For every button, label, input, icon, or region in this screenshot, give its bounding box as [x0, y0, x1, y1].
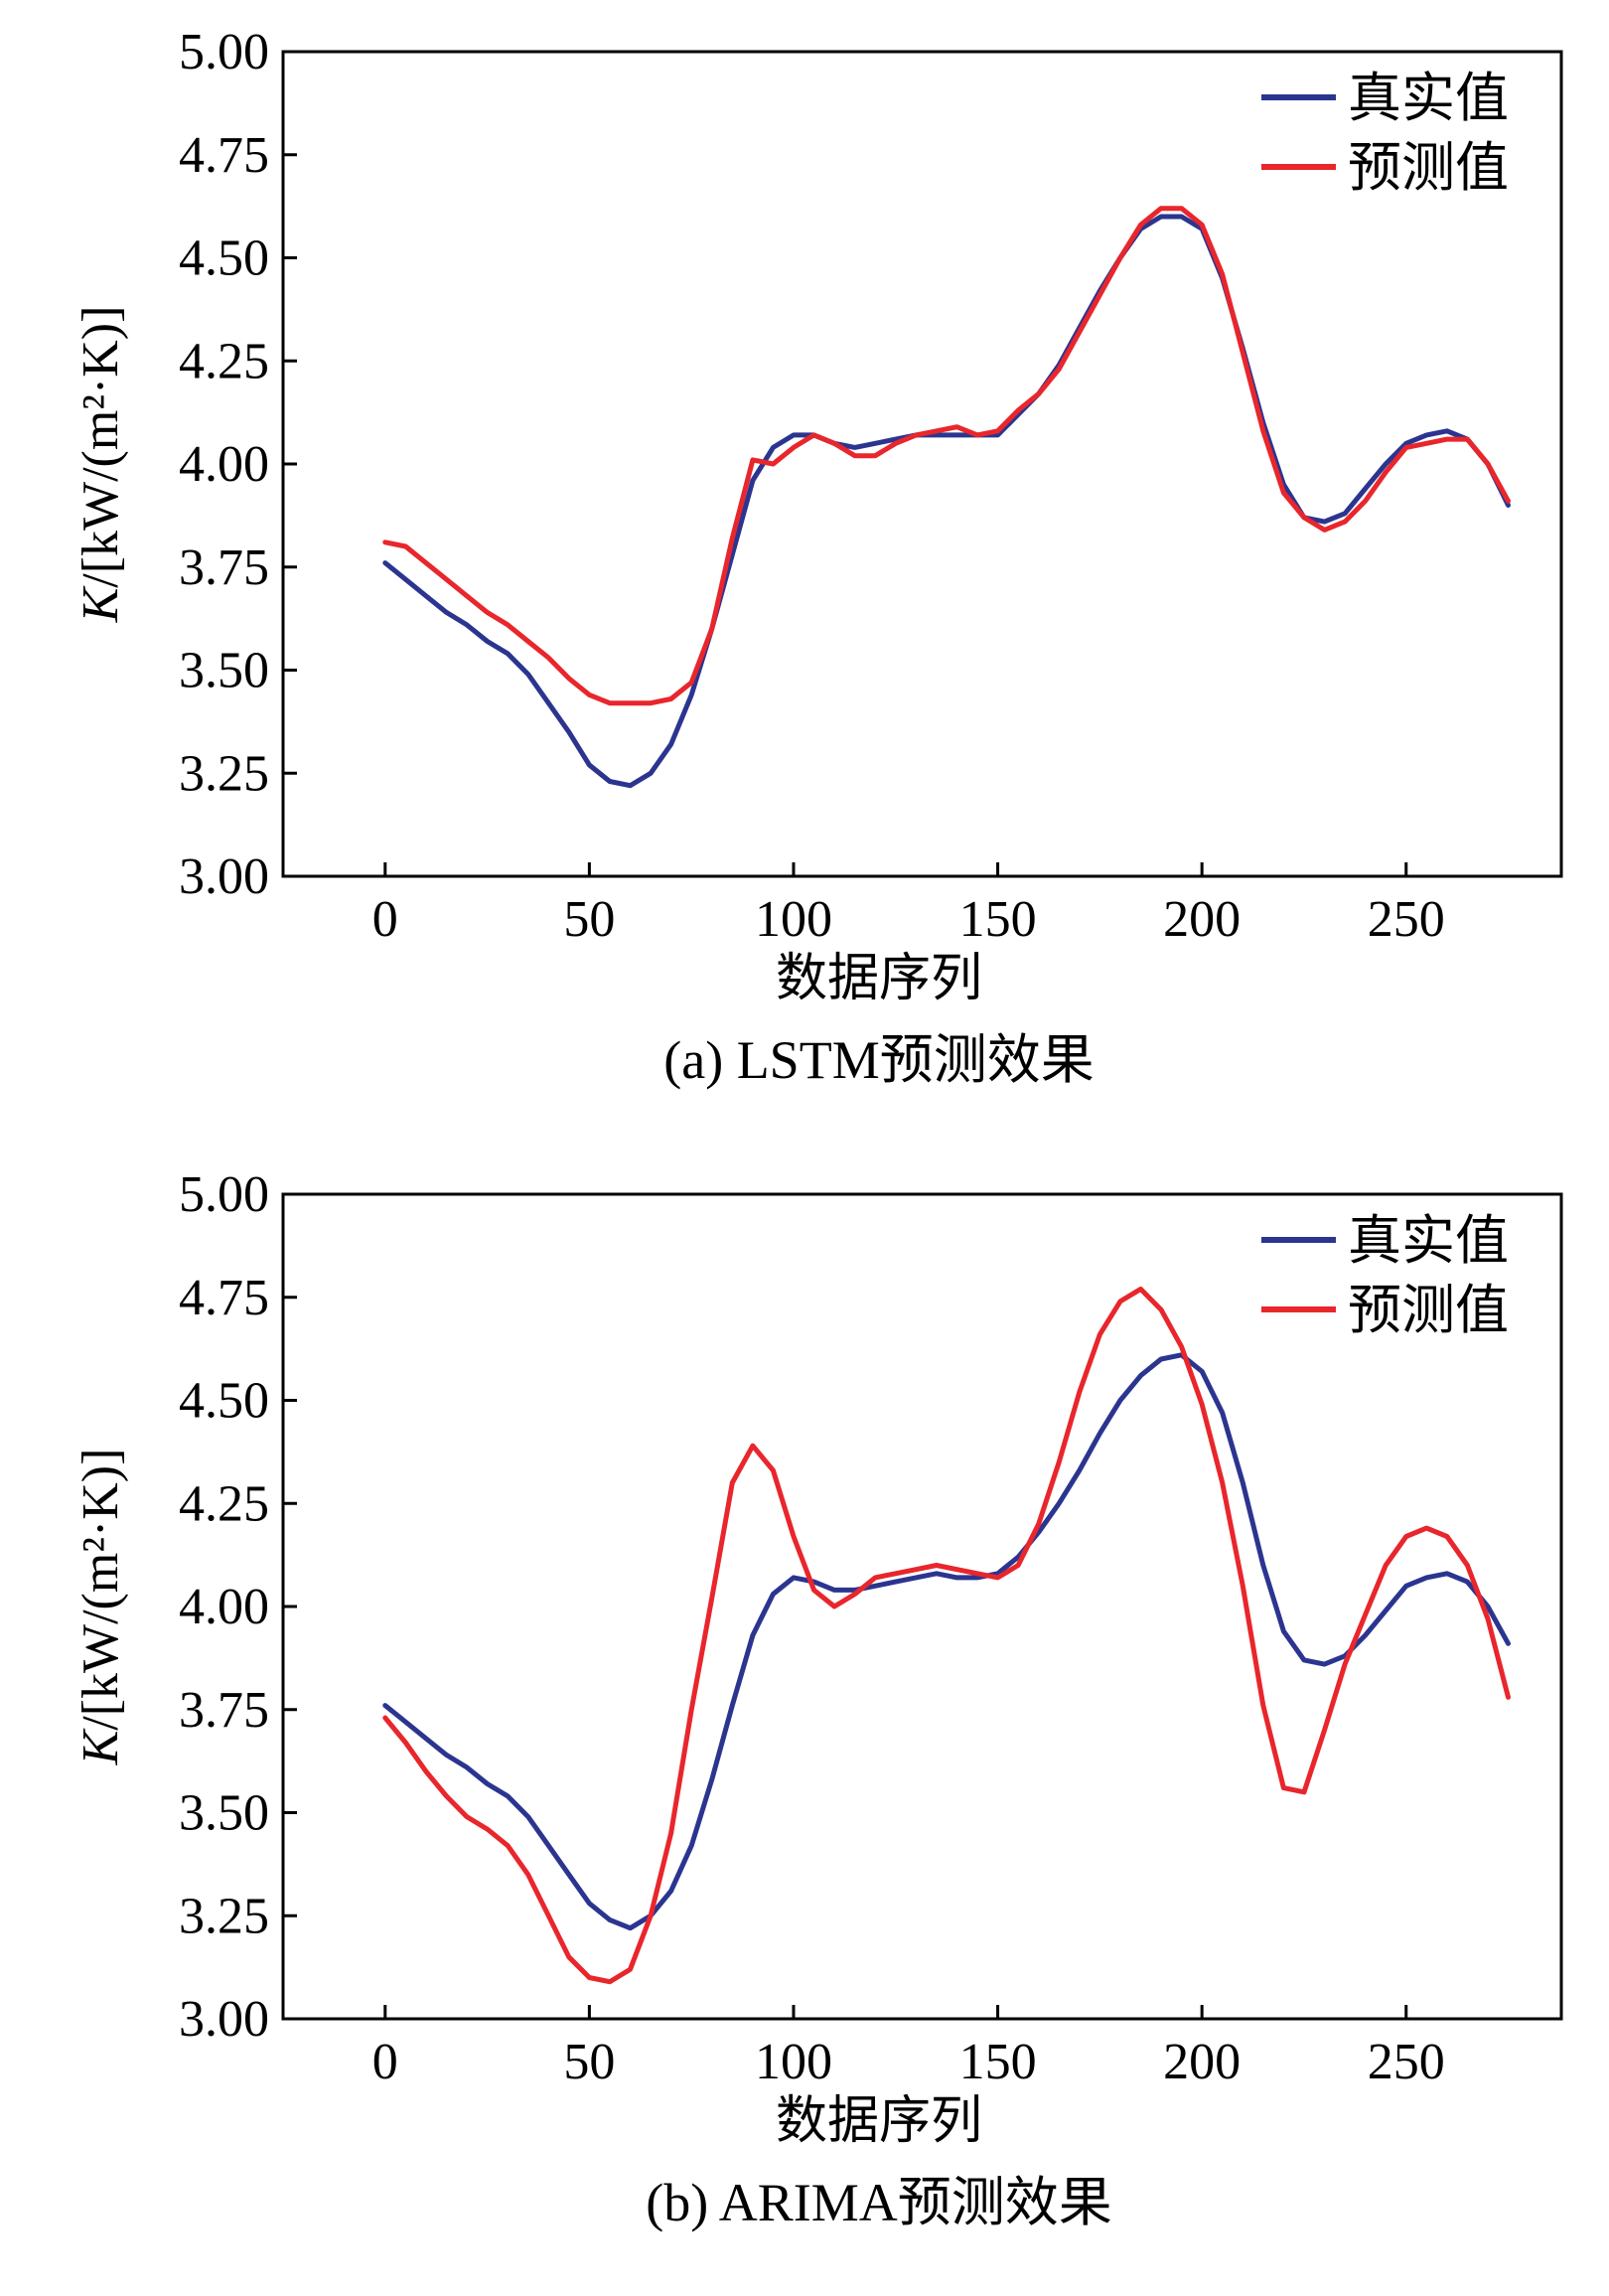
y-tick-label: 4.75: [179, 1270, 269, 1326]
y-tick-label: 3.00: [179, 848, 269, 905]
x-tick-label: 200: [1163, 2034, 1241, 2090]
y-tick-label: 4.00: [179, 436, 269, 493]
chart-caption: (a) LSTM预测效果: [663, 1030, 1094, 1090]
chart-panel-lstm: 3.00 3.25 3.50 3.75 4.00 4.25 4.50 4.75 5.00 0 50 1…: [0, 0, 1609, 1143]
y-axis-label-symbol: K: [73, 1728, 129, 1765]
y-tick-label: 3.50: [179, 1785, 269, 1842]
chart-svg-lstm: 3.00 3.25 3.50 3.75 4.00 4.25 4.50 4.75 5.00 0 50 1…: [73, 24, 1563, 1090]
y-axis-label-unit: /[kW/(m²·K)]: [73, 1449, 129, 1731]
y-tick-label: 4.50: [179, 230, 269, 287]
series-line-predicted: [382, 206, 1511, 706]
x-axis-label: 数据序列: [776, 949, 982, 1008]
chart-caption: (b) ARIMA预测效果: [646, 2173, 1112, 2232]
chart-panel-arima: 3.00 3.25 3.50 3.75 4.00 4.25 4.50 4.75 5.00 0 50 1…: [0, 1143, 1609, 2285]
chart-marks: [382, 206, 1511, 789]
series-line-real: [382, 1352, 1511, 1931]
legend-label-real: 真实值: [1348, 67, 1509, 129]
chart-marks: [382, 1287, 1511, 1985]
legend-label-real: 真实值: [1348, 1209, 1509, 1272]
y-tick-label: 4.00: [179, 1579, 269, 1635]
series-line-real: [382, 214, 1511, 789]
x-tick-label: 100: [755, 2034, 832, 2090]
y-axis-label: K/[kW/(m²·K)]: [73, 1449, 129, 1766]
x-tick-label: 50: [563, 2034, 615, 2090]
x-tick-label: 0: [372, 2034, 398, 2090]
y-tick-label: 4.25: [179, 333, 269, 389]
y-tick-label: 4.25: [179, 1475, 269, 1532]
plot-frame: 3.00 3.25 3.50 3.75 4.00 4.25 4.50 4.75 5.00 0 50 1…: [179, 24, 1563, 948]
chart-svg-arima: 3.00 3.25 3.50 3.75 4.00 4.25 4.50 4.75 5.00 0 50 1…: [73, 1166, 1563, 2232]
x-tick-label: 150: [959, 2034, 1037, 2090]
x-tick-label: 150: [959, 891, 1037, 948]
y-axis-label-symbol: K: [73, 585, 129, 623]
y-tick-label: 3.00: [179, 1991, 269, 2048]
legend-label-predicted: 预测值: [1348, 1279, 1509, 1341]
y-tick-label: 3.75: [179, 539, 269, 596]
x-tick-label: 50: [563, 891, 615, 948]
x-tick-label: 0: [372, 891, 398, 948]
x-tick-label: 200: [1163, 891, 1241, 948]
y-tick-label: 3.25: [179, 745, 269, 802]
x-tick-label: 100: [755, 891, 832, 948]
series-line-predicted: [382, 1287, 1511, 1985]
y-tick-label: 3.25: [179, 1888, 269, 1944]
y-tick-label: 4.75: [179, 127, 269, 184]
x-tick-label: 250: [1368, 891, 1445, 948]
x-tick-label: 250: [1368, 2034, 1445, 2090]
x-axis-label: 数据序列: [776, 2091, 982, 2151]
y-tick-label: 3.75: [179, 1682, 269, 1739]
y-axis-label: K/[kW/(m²·K)]: [73, 306, 129, 624]
plot-frame: 3.00 3.25 3.50 3.75 4.00 4.25 4.50 4.75 5.00 0 50 1…: [179, 1166, 1563, 2090]
y-axis-label-unit: /[kW/(m²·K)]: [73, 306, 129, 588]
y-tick-label: 3.50: [179, 643, 269, 699]
y-tick-label: 5.00: [179, 1166, 269, 1223]
legend-label-predicted: 预测值: [1348, 136, 1509, 199]
y-tick-label: 4.50: [179, 1373, 269, 1430]
y-tick-label: 5.00: [179, 24, 269, 80]
